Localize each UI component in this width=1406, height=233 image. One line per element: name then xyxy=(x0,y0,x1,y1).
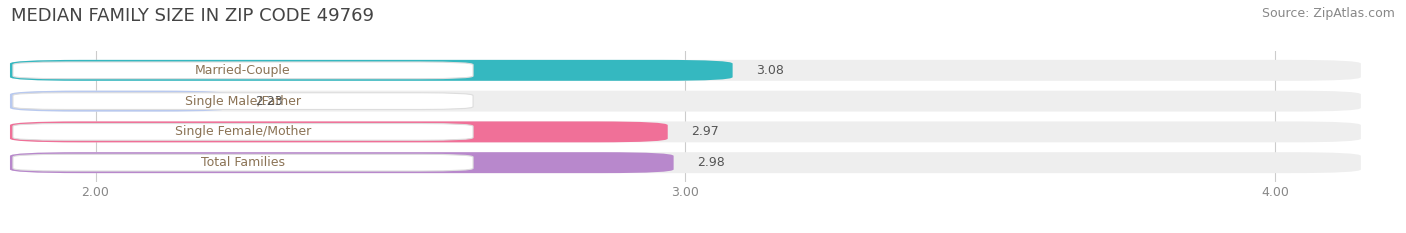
Text: MEDIAN FAMILY SIZE IN ZIP CODE 49769: MEDIAN FAMILY SIZE IN ZIP CODE 49769 xyxy=(11,7,374,25)
Text: Married-Couple: Married-Couple xyxy=(195,64,291,77)
FancyBboxPatch shape xyxy=(10,91,231,112)
Text: Total Families: Total Families xyxy=(201,156,285,169)
FancyBboxPatch shape xyxy=(10,152,673,173)
Text: 2.97: 2.97 xyxy=(692,125,718,138)
FancyBboxPatch shape xyxy=(13,93,472,110)
FancyBboxPatch shape xyxy=(10,60,1361,81)
Text: 2.23: 2.23 xyxy=(254,95,283,108)
Text: Single Female/Mother: Single Female/Mother xyxy=(174,125,311,138)
Text: Source: ZipAtlas.com: Source: ZipAtlas.com xyxy=(1261,7,1395,20)
Text: Single Male/Father: Single Male/Father xyxy=(186,95,301,108)
Text: 2.98: 2.98 xyxy=(697,156,725,169)
Text: 3.08: 3.08 xyxy=(756,64,785,77)
FancyBboxPatch shape xyxy=(13,123,472,140)
FancyBboxPatch shape xyxy=(13,62,472,79)
FancyBboxPatch shape xyxy=(13,154,472,171)
FancyBboxPatch shape xyxy=(10,152,1361,173)
FancyBboxPatch shape xyxy=(10,121,1361,142)
FancyBboxPatch shape xyxy=(10,60,733,81)
FancyBboxPatch shape xyxy=(10,121,668,142)
FancyBboxPatch shape xyxy=(10,91,1361,112)
